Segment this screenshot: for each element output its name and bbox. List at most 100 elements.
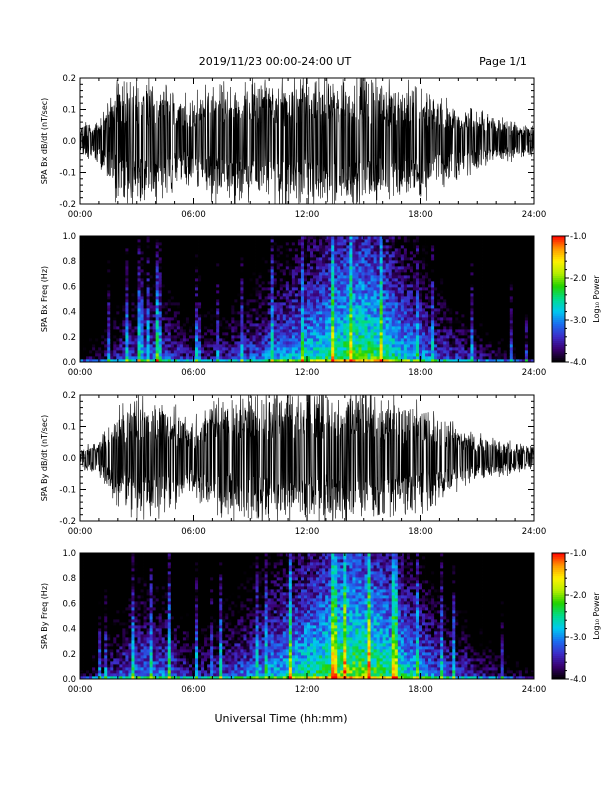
spectrogram-cell — [355, 353, 359, 357]
spectrogram-cell — [140, 332, 144, 336]
spectrogram-cell — [379, 347, 384, 351]
spectrogram-cell — [267, 266, 272, 270]
spectrogram-cell — [270, 296, 275, 300]
spectrogram-cell — [213, 248, 217, 252]
spectrogram-cell — [291, 284, 296, 288]
spectrogram-cell — [428, 338, 432, 342]
spectrogram-cell — [303, 275, 308, 279]
spectrogram-cell — [382, 359, 387, 363]
spectrogram-cell — [361, 332, 365, 336]
spectrogram-cell — [288, 290, 293, 294]
spectrogram-cell — [201, 275, 205, 279]
spectrogram-cell — [397, 272, 402, 276]
spectrogram-cell — [137, 302, 141, 306]
spectrogram-cell — [385, 314, 390, 318]
spectrogram-cell — [382, 302, 387, 306]
spectrogram-cell — [204, 344, 208, 348]
spectrogram-cell — [119, 335, 123, 339]
spectrogram-cell — [161, 323, 166, 327]
spectrogram-cell — [176, 272, 181, 276]
spectrogram-cell — [131, 335, 135, 339]
spectrogram-cell — [246, 350, 250, 354]
spectrogram-cell — [273, 266, 278, 270]
spectrogram-cell — [152, 263, 157, 267]
spectrogram-cell — [216, 236, 220, 240]
spectrogram-cell — [267, 242, 272, 246]
spectrogram-cell — [113, 335, 117, 339]
spectrogram-cell — [255, 266, 259, 270]
spectrogram-cell — [107, 320, 111, 324]
spectrogram-cell — [92, 302, 96, 306]
spectrogram-cell — [385, 356, 390, 360]
spectrogram-cell — [86, 317, 90, 321]
spectrogram-cell — [128, 323, 132, 327]
spectrogram-cell — [164, 314, 169, 318]
spectrogram-cell — [373, 278, 378, 282]
spectrogram-cell — [219, 311, 223, 315]
spectrogram-cell — [285, 323, 290, 327]
spectrogram-cell — [191, 287, 196, 291]
spectrogram-cell — [179, 329, 184, 333]
spectrogram-cell — [234, 350, 238, 354]
spectrogram-cell — [394, 305, 399, 309]
spectrogram-cell — [207, 317, 211, 321]
spectrogram-cell — [288, 350, 293, 354]
spectrogram-cell — [122, 257, 126, 261]
spectrogram-cell — [373, 272, 378, 276]
spectrogram-cell — [267, 251, 272, 255]
spectrogram-cell — [403, 251, 408, 255]
spectrogram-cell — [246, 347, 250, 351]
spectrogram-cell — [185, 293, 190, 297]
spectrogram-cell — [170, 278, 175, 282]
spectrogram-cell — [358, 248, 362, 252]
spectrogram-cell — [261, 269, 266, 273]
spectrogram-cell — [279, 272, 284, 276]
spectrogram-cell — [385, 353, 390, 357]
spectrogram-cell — [422, 245, 426, 249]
spectrogram-cell — [388, 326, 393, 330]
spectrogram-cell — [361, 299, 365, 303]
spectrogram-cell — [170, 248, 175, 252]
spectrogram-cell — [110, 245, 114, 249]
spectrogram-cell — [316, 251, 320, 255]
spectrogram-cell — [113, 344, 117, 348]
spectrogram-cell — [131, 308, 135, 312]
spectrogram-cell — [89, 266, 93, 270]
spectrogram-cell — [131, 323, 135, 327]
spectrogram-cell — [246, 338, 250, 342]
spectrogram-cell — [349, 239, 353, 243]
spectrogram-cell — [340, 245, 344, 249]
spectrogram-cell — [249, 311, 253, 315]
spectrogram-cell — [201, 302, 205, 306]
spectrogram-cell — [322, 236, 326, 240]
spectrogram-cell — [376, 251, 381, 255]
spectrogram-cell — [119, 236, 123, 240]
spectrogram-cell — [316, 257, 320, 261]
spectrogram-cell — [418, 296, 423, 300]
spectrogram-cell — [225, 269, 229, 273]
spectrogram-cell — [349, 284, 353, 288]
spectrogram-cell — [352, 323, 356, 327]
spectrogram-cell — [367, 275, 371, 279]
spectrogram-cell — [346, 308, 350, 312]
spectrogram-cell — [400, 281, 405, 285]
spectrogram-cell — [409, 350, 414, 354]
spectrogram-cell — [376, 293, 381, 297]
spectrogram-cell — [146, 326, 151, 330]
spectrogram-cell — [201, 284, 205, 288]
spectrogram-cell — [364, 347, 368, 351]
spectrogram-cell — [303, 347, 308, 351]
spectrogram-cell — [134, 248, 138, 252]
spectrogram-cell — [346, 239, 350, 243]
spectrogram-cell — [146, 290, 151, 294]
spectrogram-cell — [337, 329, 341, 333]
spectrogram-cell — [140, 326, 144, 330]
spectrogram-cell — [334, 248, 338, 252]
spectrogram-cell — [204, 320, 208, 324]
spectrogram-cell — [291, 332, 296, 336]
spectrogram-cell — [210, 314, 214, 318]
spectrogram-cell — [113, 350, 117, 354]
spectrogram-cell — [134, 332, 138, 336]
spectrogram-cell — [137, 356, 141, 360]
spectrogram-cell — [313, 272, 317, 276]
